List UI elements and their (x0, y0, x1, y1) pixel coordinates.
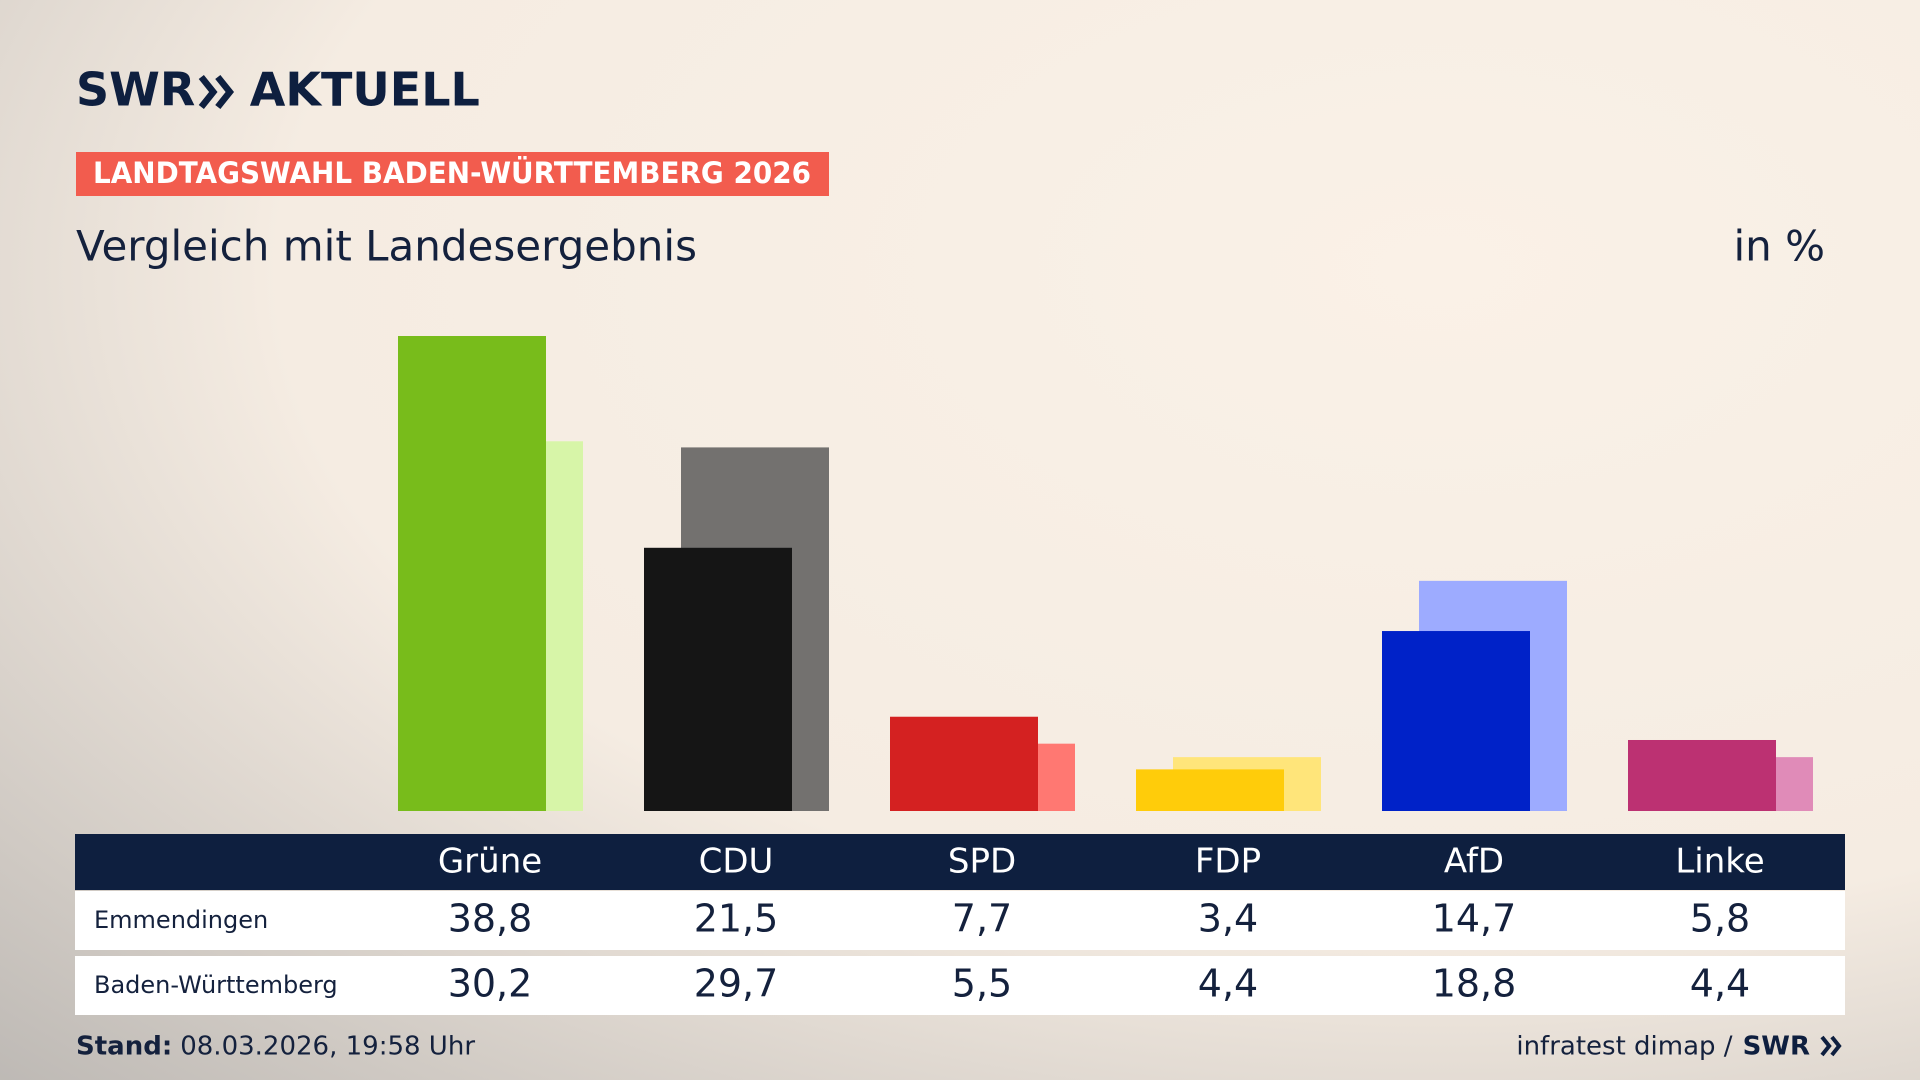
category-label: Grüne (438, 842, 542, 882)
brand-chevron (215, 74, 235, 110)
value-label: 18,8 (1432, 962, 1517, 1006)
bar (1628, 739, 1776, 811)
category-label: CDU (699, 842, 774, 882)
stand: 08.03.2026, 19:58 Uhr (180, 1032, 475, 1062)
banner-bg (76, 152, 829, 196)
category-label: Linke (1675, 842, 1764, 882)
value-label: 5,8 (1690, 897, 1750, 941)
footer-chevron (1830, 1035, 1842, 1057)
banner: LANDTAGSWAHL BADEN-WÜRTTEMBERG 2026 (93, 156, 811, 190)
bar (890, 716, 1038, 811)
footer-chevron (1820, 1035, 1832, 1057)
category-label: SPD (948, 842, 1016, 882)
value-label: 21,5 (694, 897, 779, 941)
table-header (75, 834, 1845, 890)
table-row (75, 891, 1845, 950)
source: infratest dimap / (1516, 1032, 1732, 1062)
footer-brand: SWR (1743, 1032, 1810, 1062)
value-label: 38,8 (448, 897, 533, 941)
brand: SWR (76, 63, 195, 117)
table-row (75, 956, 1845, 1015)
value-label: 29,7 (694, 962, 779, 1006)
value-label: 3,4 (1198, 897, 1258, 941)
bar (1382, 631, 1530, 811)
category-label: AfD (1444, 842, 1504, 882)
value-label: 7,7 (952, 897, 1012, 941)
legend-label: Baden-Württemberg (94, 971, 338, 999)
unit: in % (1733, 222, 1825, 271)
brand-chevron (198, 74, 218, 110)
value-label: 14,7 (1432, 897, 1517, 941)
bar (398, 336, 546, 811)
bar (1136, 769, 1284, 811)
value-label: 4,4 (1690, 962, 1750, 1006)
category-label: FDP (1195, 842, 1261, 882)
chart-title: Vergleich mit Landesergebnis (76, 222, 697, 271)
bar (644, 547, 792, 811)
stand-label: Stand: (76, 1032, 172, 1062)
value-label: 4,4 (1198, 962, 1258, 1006)
value-label: 30,2 (448, 962, 533, 1006)
value-label: 5,5 (952, 962, 1012, 1006)
brand-suffix: AKTUELL (250, 63, 480, 117)
legend-label: Emmendingen (94, 906, 268, 934)
